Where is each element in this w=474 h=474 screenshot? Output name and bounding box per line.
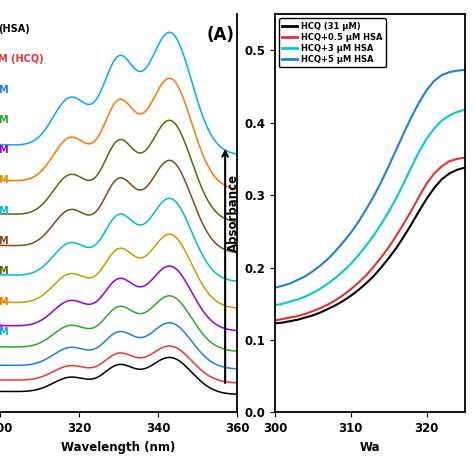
Text: M: M [0,297,7,307]
Text: M: M [0,145,7,155]
X-axis label: Wavelength (nm): Wavelength (nm) [61,441,176,454]
Text: (A): (A) [206,26,234,44]
Legend: HCQ (31 μM), HCQ+0.5 μM HSA, HCQ+3 μM HSA, HCQ+5 μM HSA: HCQ (31 μM), HCQ+0.5 μM HSA, HCQ+3 μM HS… [279,18,385,67]
Y-axis label: Absorbance: Absorbance [227,174,240,252]
Text: M: M [0,236,7,246]
Text: M: M [0,175,7,185]
Text: (HSA): (HSA) [0,24,29,34]
X-axis label: Wa: Wa [359,441,380,454]
Text: M: M [0,327,7,337]
Text: M: M [0,206,7,216]
Text: M: M [0,115,7,125]
Text: M: M [0,85,7,95]
Text: M: M [0,266,7,276]
Text: M (HCQ): M (HCQ) [0,55,43,64]
